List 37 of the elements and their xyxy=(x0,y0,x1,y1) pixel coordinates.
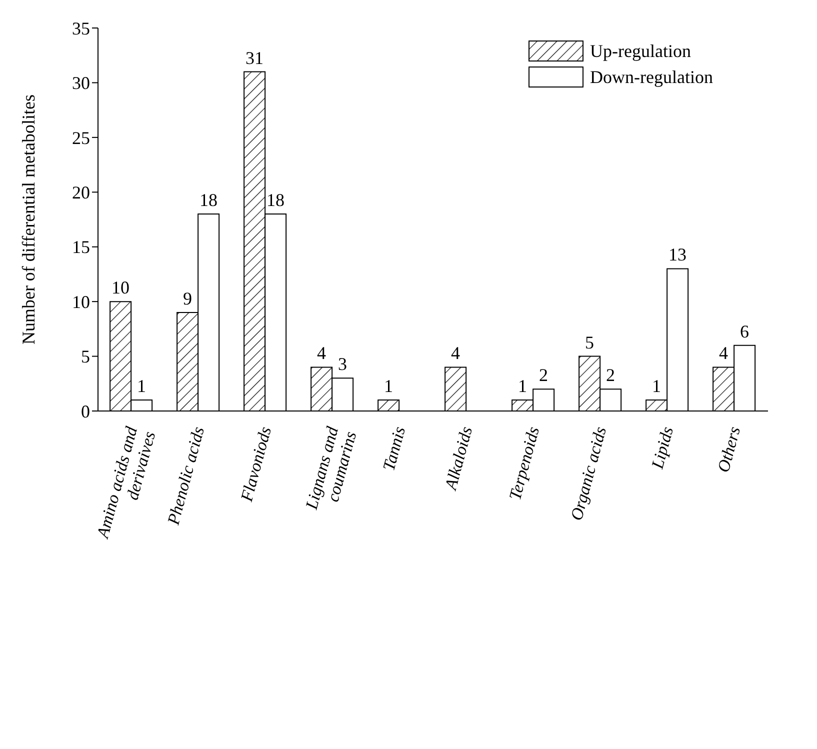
y-tick-label: 10 xyxy=(72,292,90,312)
data-label: 4 xyxy=(317,343,326,364)
data-label: 10 xyxy=(112,278,130,298)
x-tick-label: Lipids xyxy=(647,424,678,472)
y-tick-label: 25 xyxy=(72,128,90,148)
legend-label: Up-regulation xyxy=(590,40,691,62)
data-label: 5 xyxy=(585,332,594,352)
data-label: 2 xyxy=(606,365,616,386)
data-label: 4 xyxy=(719,343,728,364)
legend-label: Down-regulation xyxy=(590,66,713,88)
data-label: 1 xyxy=(137,376,146,396)
data-label: 18 xyxy=(266,190,285,210)
y-tick-label: 5 xyxy=(81,346,90,367)
data-label: 2 xyxy=(539,365,548,386)
y-tick-label: 20 xyxy=(72,182,90,203)
data-label: 1 xyxy=(652,376,662,396)
data-label: 13 xyxy=(668,244,687,265)
x-tick-label: Organic acids xyxy=(566,424,610,522)
y-axis-title: Number of differential metabolites xyxy=(18,94,38,345)
data-label: 18 xyxy=(200,190,218,210)
x-tick-label: Tannis xyxy=(379,424,410,473)
data-label: 1 xyxy=(384,376,394,396)
x-tick-label: Alkaloids xyxy=(440,424,476,493)
y-tick-label: 15 xyxy=(72,237,90,258)
data-label: 6 xyxy=(740,321,750,342)
data-label: 3 xyxy=(338,354,348,374)
y-tick-label: 0 xyxy=(81,401,90,422)
data-label: 1 xyxy=(518,376,528,396)
x-tick-label: Phenolic acids xyxy=(163,424,208,528)
y-tick-label: 35 xyxy=(72,18,90,38)
data-label: 9 xyxy=(183,288,192,309)
x-tick-label: Lignans and coumarins xyxy=(302,424,360,512)
y-tick-label: 30 xyxy=(72,73,90,94)
x-tick-label: Others xyxy=(714,424,744,474)
data-label: 4 xyxy=(451,343,460,364)
x-tick-label: Amino acids and derivaives xyxy=(92,424,160,541)
data-label: 31 xyxy=(246,48,264,68)
